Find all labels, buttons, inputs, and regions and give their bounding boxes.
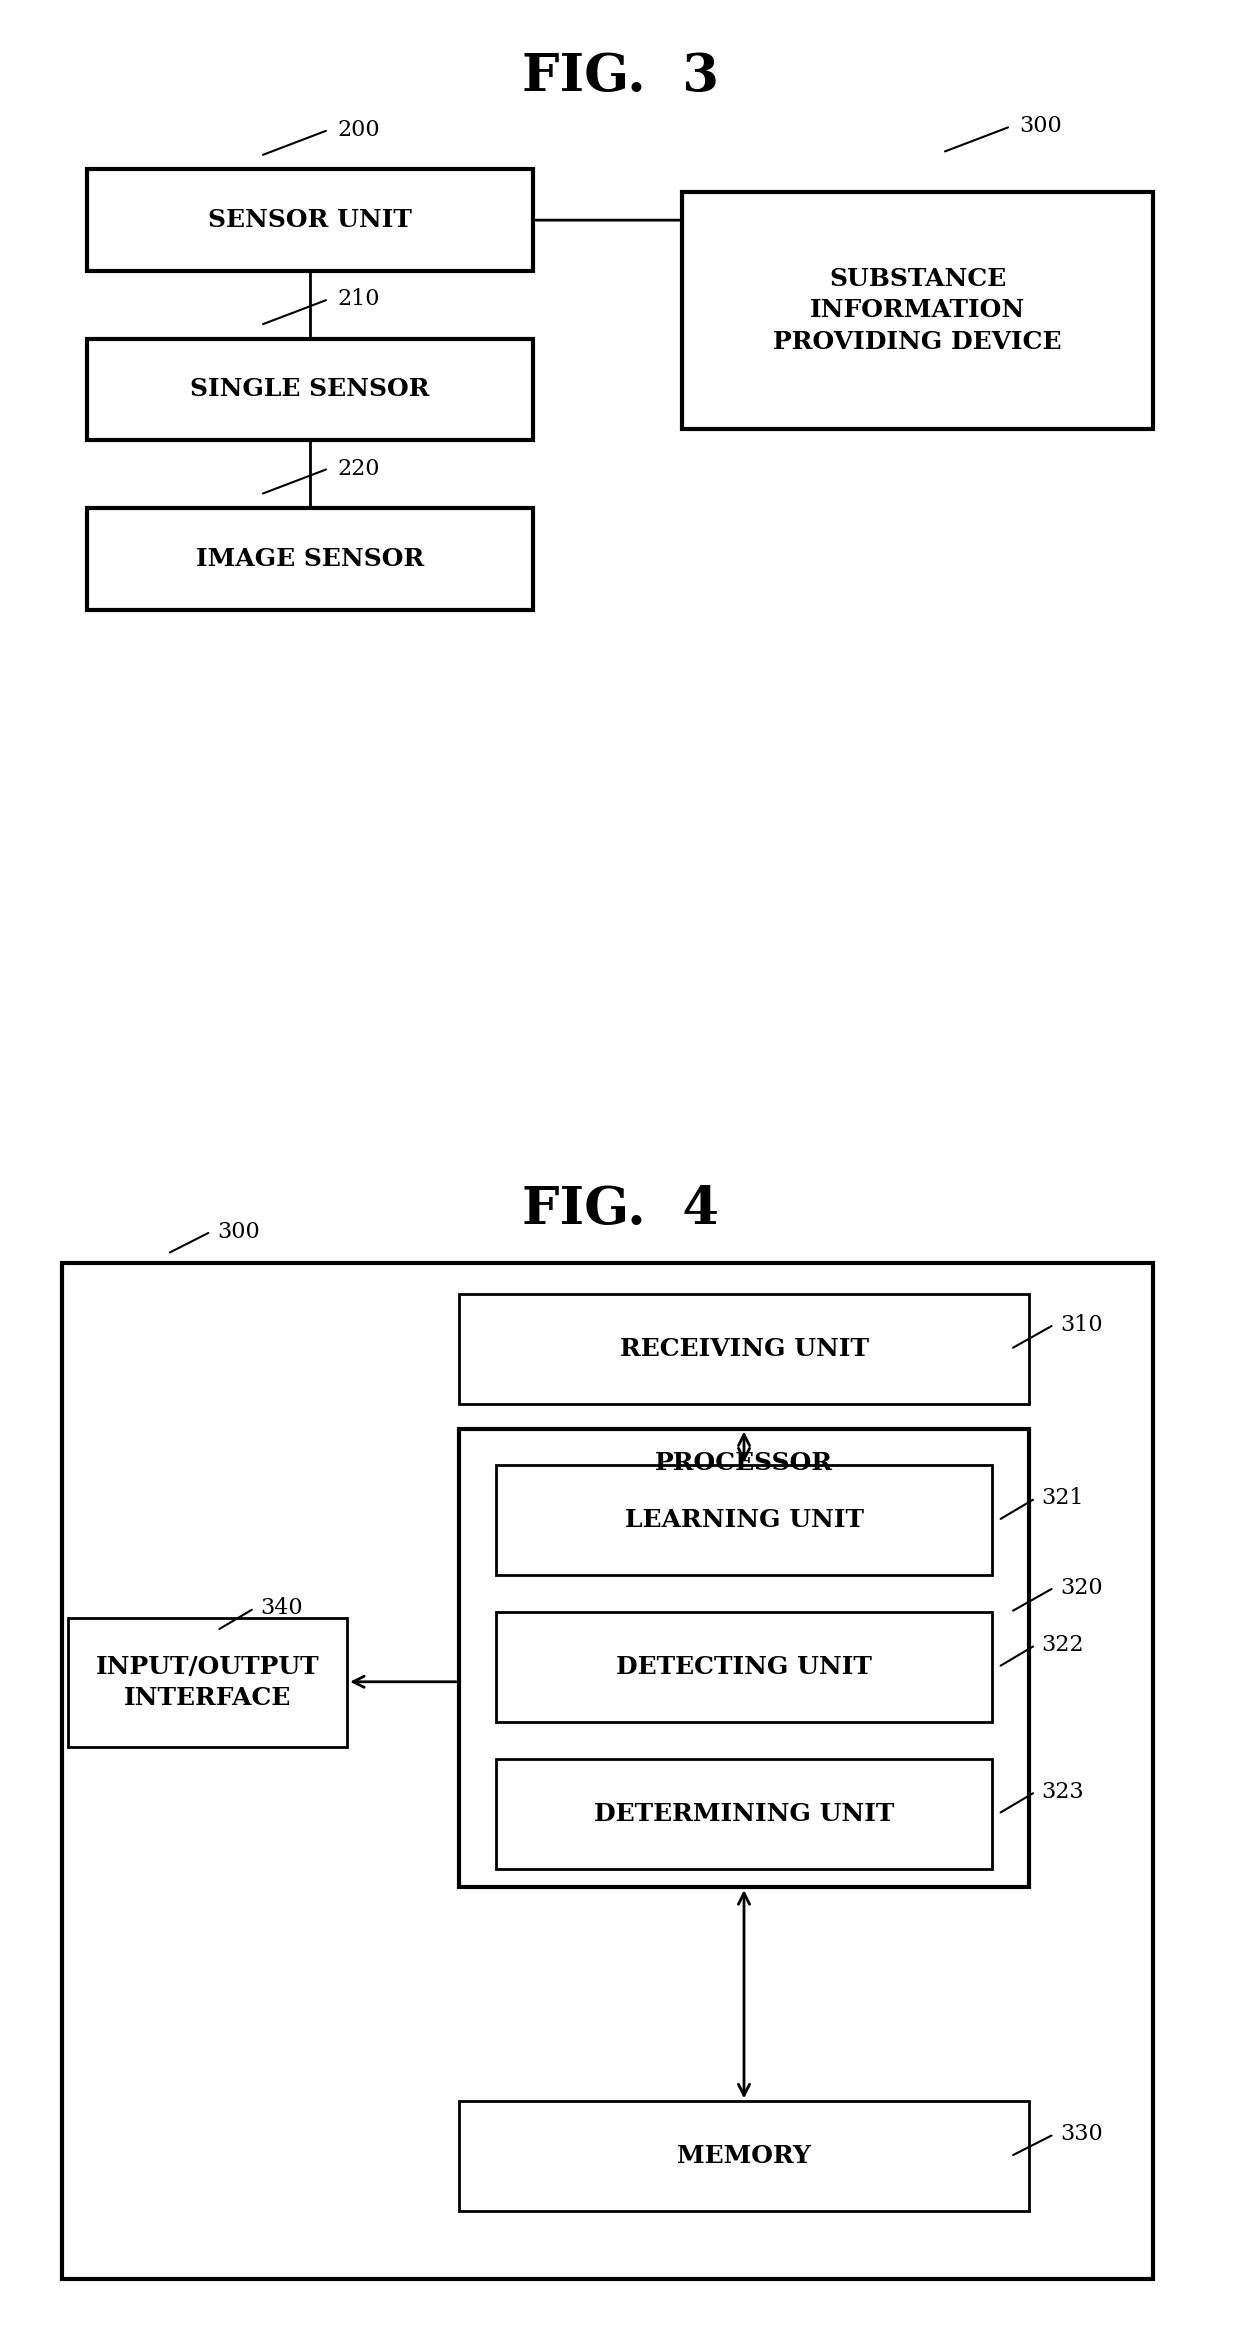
Bar bbox=[87, 508, 533, 609]
Bar bbox=[459, 1294, 1029, 1404]
Bar bbox=[87, 339, 533, 440]
Text: DETECTING UNIT: DETECTING UNIT bbox=[616, 1656, 872, 1679]
Text: INPUT/OUTPUT
INTERFACE: INPUT/OUTPUT INTERFACE bbox=[95, 1653, 320, 1710]
Text: RECEIVING UNIT: RECEIVING UNIT bbox=[620, 1336, 868, 1362]
Text: 200: 200 bbox=[337, 120, 379, 141]
Bar bbox=[62, 1263, 1153, 2279]
Text: LEARNING UNIT: LEARNING UNIT bbox=[625, 1508, 863, 1534]
Text: 320: 320 bbox=[1060, 1576, 1102, 1599]
Text: SENSOR UNIT: SENSOR UNIT bbox=[208, 207, 412, 233]
Text: 323: 323 bbox=[1042, 1780, 1084, 1804]
Bar bbox=[496, 1759, 992, 1870]
Text: MEMORY: MEMORY bbox=[677, 2145, 811, 2169]
Text: DETERMINING UNIT: DETERMINING UNIT bbox=[594, 1802, 894, 1825]
Text: FIG.  4: FIG. 4 bbox=[522, 1183, 718, 1235]
Bar bbox=[459, 1428, 1029, 1886]
Text: 300: 300 bbox=[1019, 115, 1061, 136]
Text: FIG.  3: FIG. 3 bbox=[522, 52, 718, 101]
Bar bbox=[496, 1611, 992, 1722]
Text: 322: 322 bbox=[1042, 1635, 1084, 1656]
Text: SINGLE SENSOR: SINGLE SENSOR bbox=[190, 376, 430, 402]
Text: IMAGE SENSOR: IMAGE SENSOR bbox=[196, 546, 424, 572]
Text: SUBSTANCE
INFORMATION
PROVIDING DEVICE: SUBSTANCE INFORMATION PROVIDING DEVICE bbox=[774, 266, 1061, 355]
Bar bbox=[87, 169, 533, 270]
Text: 210: 210 bbox=[337, 289, 379, 310]
Bar bbox=[682, 193, 1153, 428]
Text: 340: 340 bbox=[260, 1597, 303, 1621]
Text: 321: 321 bbox=[1042, 1486, 1084, 1510]
Bar bbox=[459, 2100, 1029, 2211]
Text: 220: 220 bbox=[337, 459, 379, 480]
Bar bbox=[496, 1465, 992, 1576]
Bar bbox=[68, 1618, 347, 1748]
Text: 330: 330 bbox=[1060, 2124, 1102, 2145]
Text: PROCESSOR: PROCESSOR bbox=[655, 1451, 833, 1475]
Text: 300: 300 bbox=[217, 1221, 259, 1242]
Text: 310: 310 bbox=[1060, 1315, 1102, 1336]
